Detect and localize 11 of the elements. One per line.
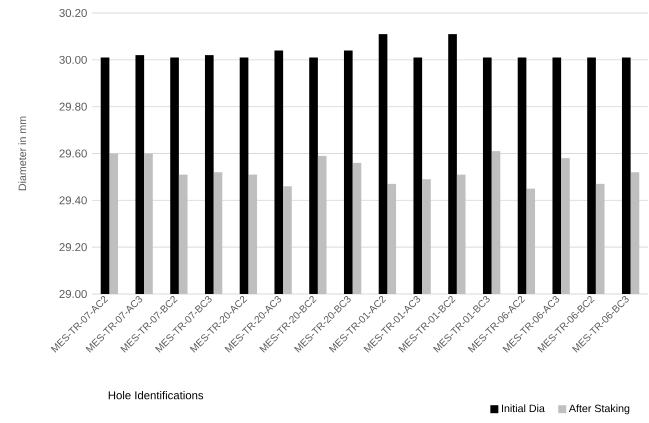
legend-label: After Staking bbox=[568, 404, 630, 414]
y-axis-title: Diameter in mm bbox=[18, 116, 26, 190]
y-tick-label: 29.80 bbox=[60, 102, 87, 111]
y-tick-label: 29.60 bbox=[60, 149, 87, 158]
y-tick-label: 30.20 bbox=[59, 8, 87, 17]
y-tick-label: 30.00 bbox=[59, 56, 87, 64]
y-tick-label: 29.00 bbox=[60, 290, 87, 298]
x-axis-title: Hole Identifications bbox=[108, 390, 204, 400]
legend-label: Initial Dia bbox=[502, 404, 545, 412]
y-tick-label: 29.40 bbox=[60, 196, 87, 204]
y-tick-label: 29.20 bbox=[60, 243, 87, 252]
